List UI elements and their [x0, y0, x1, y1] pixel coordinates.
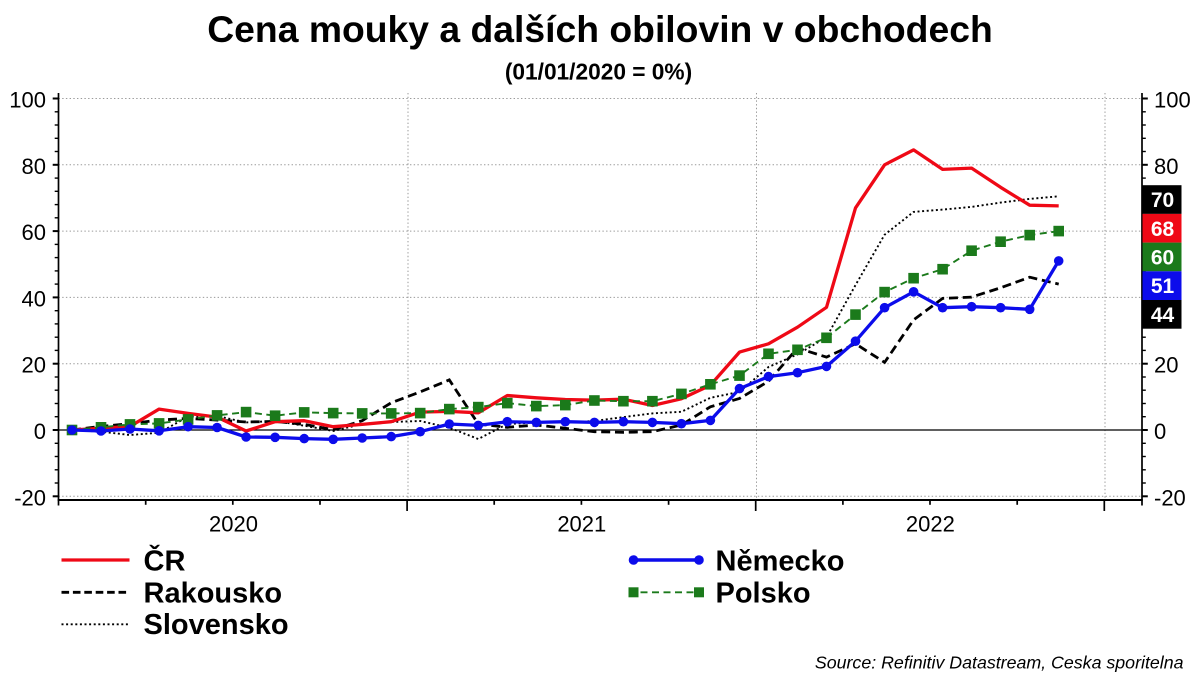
svg-text:20: 20	[22, 353, 46, 378]
svg-text:0: 0	[1154, 419, 1166, 444]
svg-text:100: 100	[1154, 88, 1191, 113]
svg-text:Rakousko: Rakousko	[144, 577, 283, 609]
svg-text:-20: -20	[14, 485, 46, 510]
svg-text:80: 80	[1154, 154, 1178, 179]
svg-text:2020: 2020	[209, 512, 258, 537]
svg-text:60: 60	[1151, 246, 1174, 269]
svg-text:Slovensko: Slovensko	[144, 609, 289, 641]
svg-text:80: 80	[22, 154, 46, 179]
svg-text:(01/01/2020 = 0%): (01/01/2020 = 0%)	[505, 59, 692, 85]
svg-text:2022: 2022	[906, 512, 955, 537]
svg-text:Source: Refinitiv Datastream,: Source: Refinitiv Datastream, Ceska spor…	[815, 653, 1184, 673]
svg-text:51: 51	[1151, 275, 1175, 298]
svg-text:40: 40	[22, 286, 46, 311]
svg-text:Německo: Německo	[716, 546, 845, 578]
svg-text:20: 20	[1154, 353, 1178, 378]
svg-text:100: 100	[9, 88, 46, 113]
svg-text:2021: 2021	[557, 512, 606, 537]
svg-text:Polsko: Polsko	[716, 577, 811, 609]
svg-text:Cena mouky a dalších obilovin: Cena mouky a dalších obilovin v obchodec…	[207, 8, 992, 50]
svg-text:44: 44	[1151, 304, 1175, 327]
svg-text:ČR: ČR	[144, 544, 186, 578]
svg-text:60: 60	[22, 220, 46, 245]
svg-text:68: 68	[1151, 218, 1175, 241]
svg-text:-20: -20	[1154, 485, 1186, 510]
svg-text:70: 70	[1151, 189, 1174, 212]
svg-text:0: 0	[34, 419, 46, 444]
